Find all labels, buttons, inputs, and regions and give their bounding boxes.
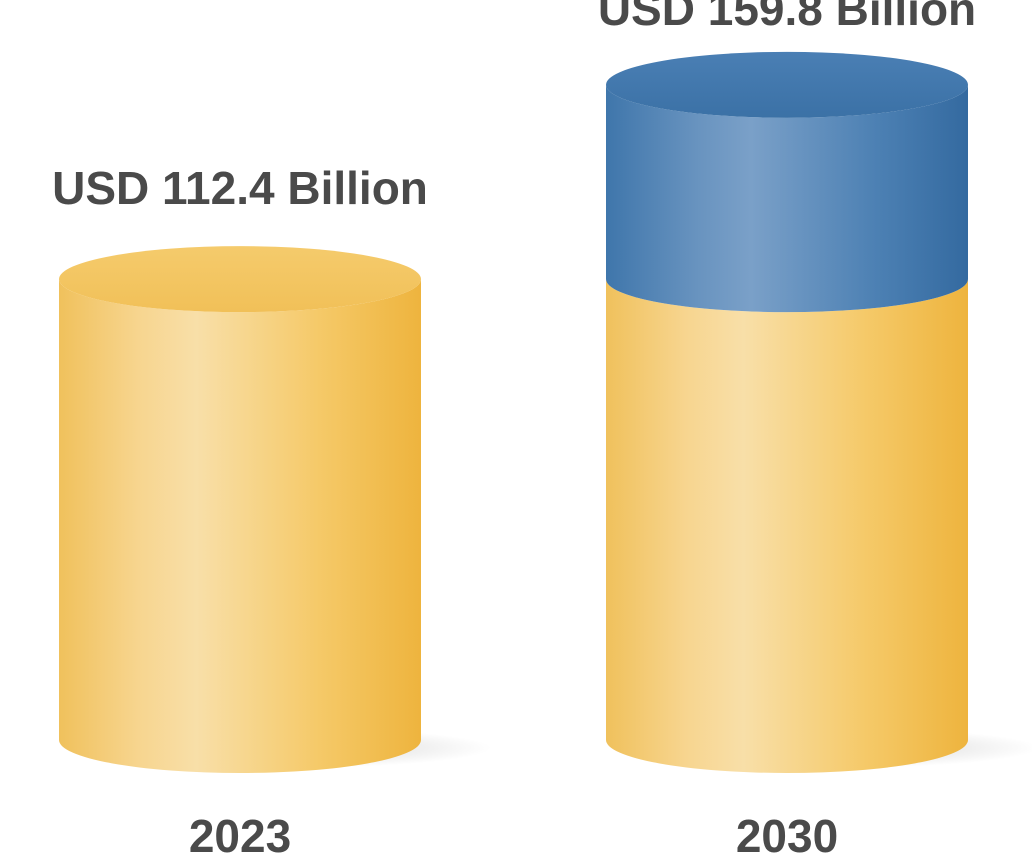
bar-2030: USD 159.8 Billion 2030 xyxy=(598,0,1032,859)
bar-2023-value-label: USD 112.4 Billion xyxy=(52,162,428,214)
bar-2023-body xyxy=(59,279,421,773)
bar-2030-growth-body xyxy=(606,84,968,313)
bar-2023-category-label: 2023 xyxy=(189,810,291,859)
bar-2030-base-body xyxy=(606,279,968,773)
bar-2030-value-label: USD 159.8 Billion xyxy=(598,0,976,35)
bar-2030-top xyxy=(606,51,968,118)
bar-2023-top xyxy=(59,246,421,313)
bar-2030-category-label: 2030 xyxy=(736,810,838,859)
bar-2023: USD 112.4 Billion 2023 xyxy=(52,162,491,859)
